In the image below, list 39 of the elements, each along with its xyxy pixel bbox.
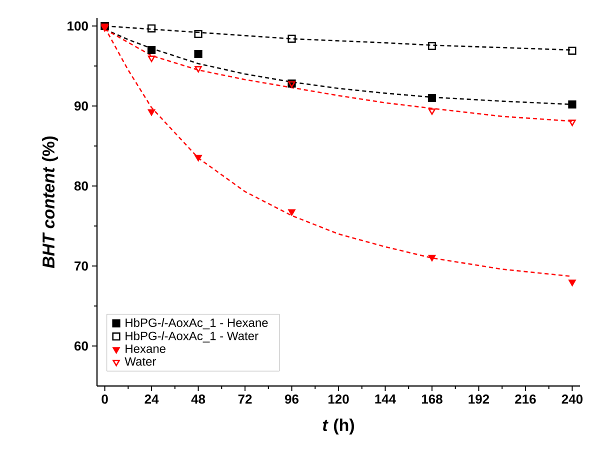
y-tick-label: 80: [74, 181, 88, 191]
point: [194, 154, 202, 162]
x-tick-label: 144: [375, 394, 396, 404]
y-tick-label: 90: [74, 101, 88, 111]
point: [194, 66, 202, 72]
x-tick-label: 216: [515, 394, 536, 404]
y-tick-label: 70: [74, 261, 88, 271]
y-axis-title: BHT content (%): [42, 136, 58, 268]
point: [147, 46, 156, 54]
point: [428, 94, 436, 102]
x-tick-label: 120: [328, 394, 349, 404]
x-tick-label: 168: [422, 394, 442, 404]
legend-label: Hexane: [126, 344, 166, 353]
point: [428, 108, 436, 115]
x-tick-label: 24: [144, 394, 159, 404]
x-tick-label: 72: [238, 394, 252, 404]
point: [148, 109, 156, 116]
x-tick-label: 0: [102, 394, 108, 404]
point: [288, 34, 296, 43]
y-tick-label: 100: [68, 21, 88, 31]
point: [428, 42, 436, 50]
point: [148, 56, 156, 62]
point: [147, 24, 156, 32]
legend-label: HbPG-l-AoxAc_1 - Hexane: [126, 318, 268, 330]
x-tick-label: 96: [284, 394, 299, 404]
point: [288, 209, 296, 216]
point: [568, 46, 576, 55]
point: [568, 120, 576, 126]
legend-label: Water: [124, 357, 156, 366]
point: [568, 100, 576, 108]
point: [194, 50, 202, 58]
x-tick-label: 192: [468, 394, 490, 404]
y-tick-label: 60: [74, 341, 88, 351]
x-tick-label: 240: [562, 394, 583, 404]
x-axis-title: t (h): [322, 418, 354, 434]
legend-label: HbPG-l-AoxAc_1 - Water: [126, 331, 258, 342]
point: [428, 254, 436, 262]
point: [194, 30, 202, 38]
x-tick-label: 48: [191, 394, 206, 404]
